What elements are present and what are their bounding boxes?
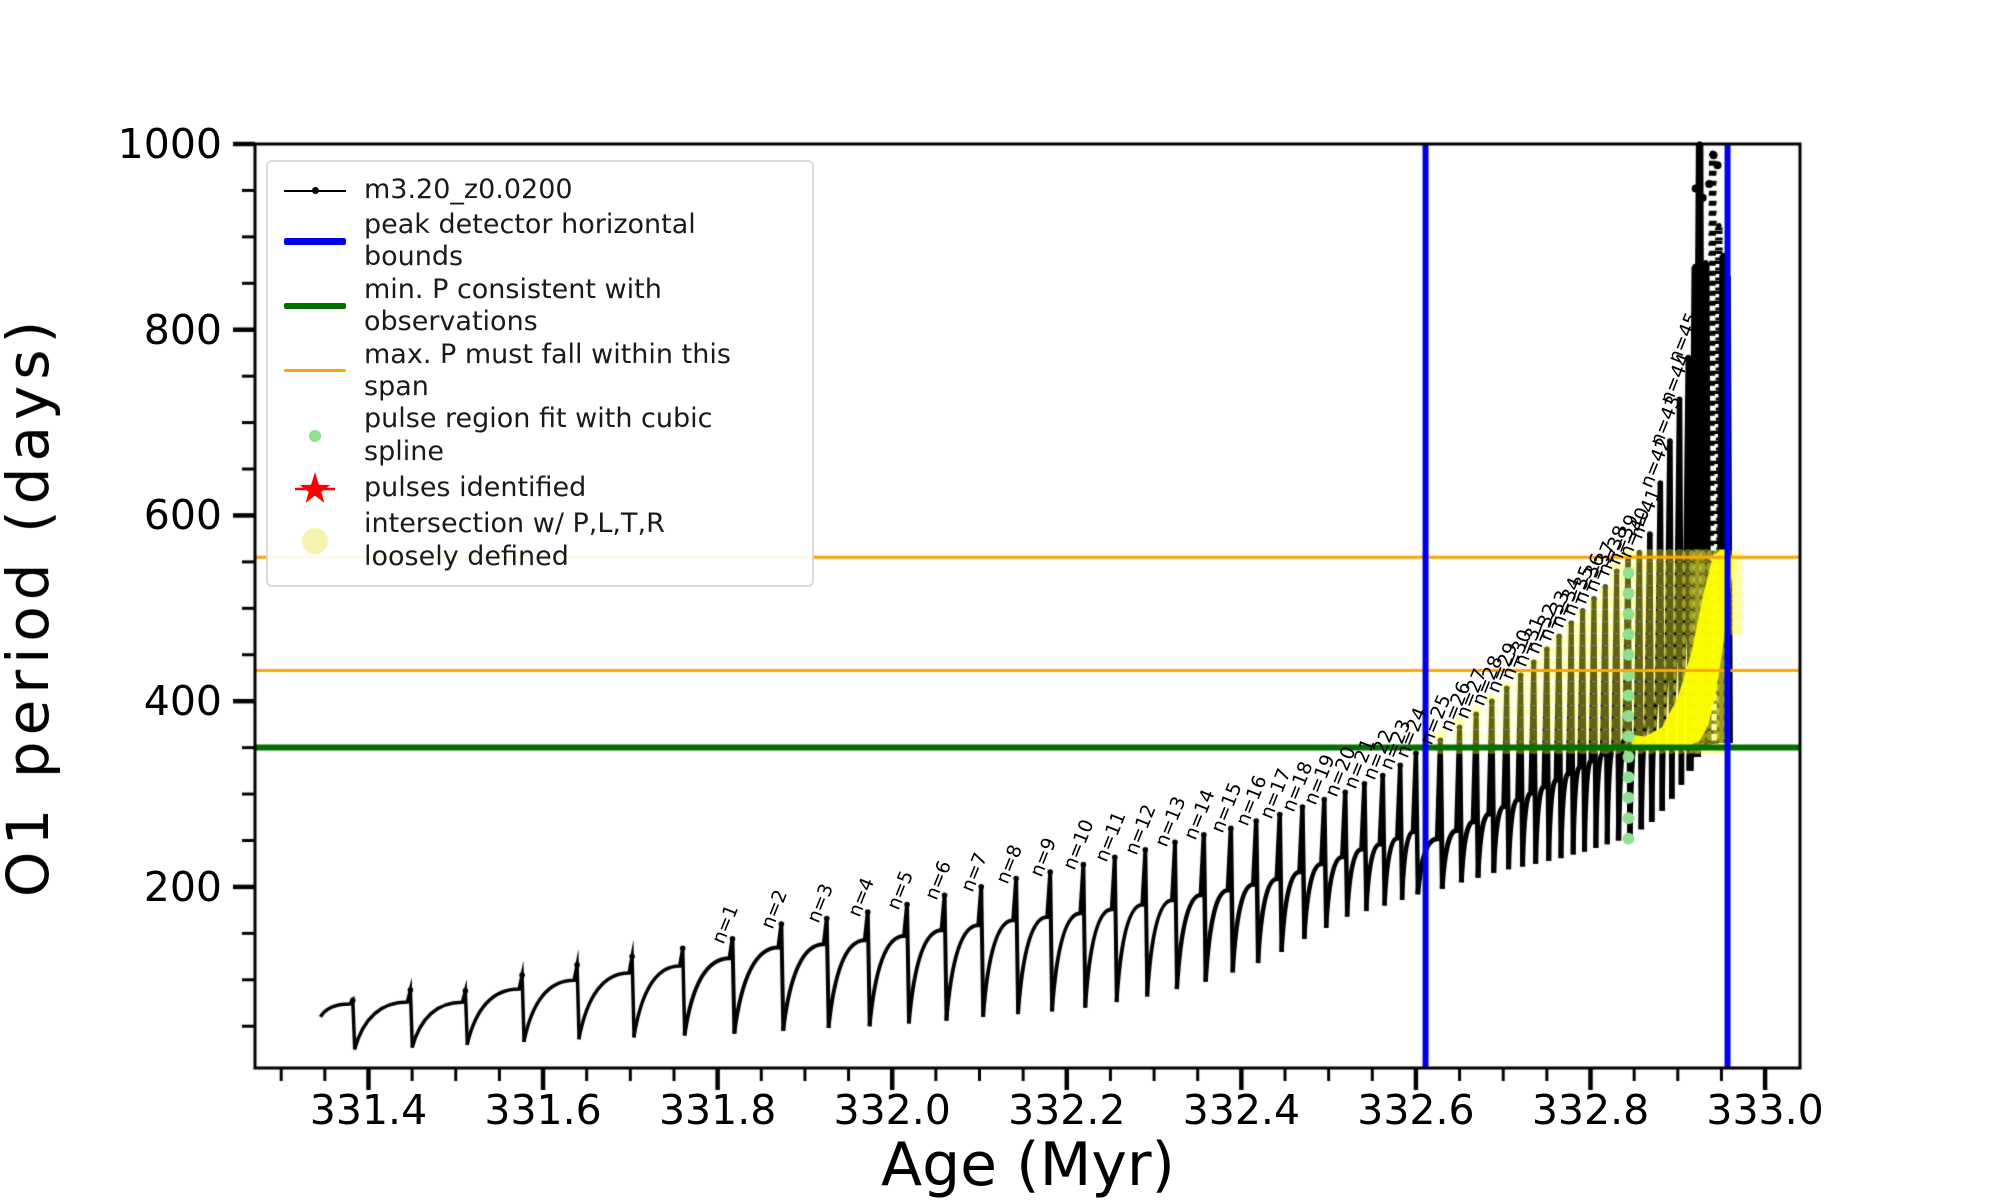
x-axis-label: Age (Myr) xyxy=(881,1130,1175,1200)
x-tick-label: 331.6 xyxy=(484,1086,602,1134)
legend-item-intersection: intersection w/ P,L,T,R loosely defined xyxy=(282,508,798,573)
legend-item-pulses: pulses identified xyxy=(282,468,798,508)
legend-item-label: min. P consistent with observations xyxy=(364,273,662,338)
legend-item-label: peak detector horizontal bounds xyxy=(364,209,696,273)
legend-item-label: pulses identified xyxy=(364,471,587,503)
red-star-icon xyxy=(282,468,348,508)
x-tick-label: 332.2 xyxy=(1008,1086,1126,1134)
legend-item-peak-bounds: peak detector horizontal bounds xyxy=(282,209,798,274)
legend-item-max-p: max. P must fall within this span xyxy=(282,339,798,404)
orange-line-icon xyxy=(282,369,348,373)
legend-item-series: m3.20_z0.0200 xyxy=(282,172,798,209)
y-axis-label: O1 period (days) xyxy=(0,314,62,898)
legend-item-min-p: min. P consistent with observations xyxy=(282,274,798,339)
x-tick-label: 332.0 xyxy=(833,1086,951,1134)
x-tick-label: 332.4 xyxy=(1182,1086,1301,1134)
y-tick-label: 800 xyxy=(143,305,222,354)
x-tick-label: 331.8 xyxy=(658,1086,777,1134)
legend-item-label: m3.20_z0.0200 xyxy=(364,174,573,206)
legend-item-label: max. P must fall within this span xyxy=(364,338,731,402)
green-line-icon xyxy=(282,303,348,310)
blue-line-icon xyxy=(282,237,348,245)
x-tick-label: 331.4 xyxy=(309,1086,428,1134)
y-tick-label: 600 xyxy=(143,491,222,540)
yellow-dot-icon xyxy=(282,527,348,554)
x-tick-label: 333.0 xyxy=(1706,1086,1824,1134)
y-tick-label: 200 xyxy=(143,862,222,911)
y-tick-label: 400 xyxy=(143,677,222,726)
y-tick-label: 1000 xyxy=(117,120,222,168)
green-dot-icon xyxy=(282,429,348,442)
x-tick-label: 332.6 xyxy=(1357,1086,1475,1134)
legend-item-label: pulse region fit with cubic spline xyxy=(364,403,713,467)
legend-item-label: intersection w/ P,L,T,R loosely defined xyxy=(364,508,665,572)
series-line-icon xyxy=(282,186,348,194)
x-tick-label: 332.8 xyxy=(1531,1086,1650,1134)
legend-item-spline-fit: pulse region fit with cubic spline xyxy=(282,403,798,468)
legend: m3.20_z0.0200 peak detector horizontal b… xyxy=(266,160,814,587)
